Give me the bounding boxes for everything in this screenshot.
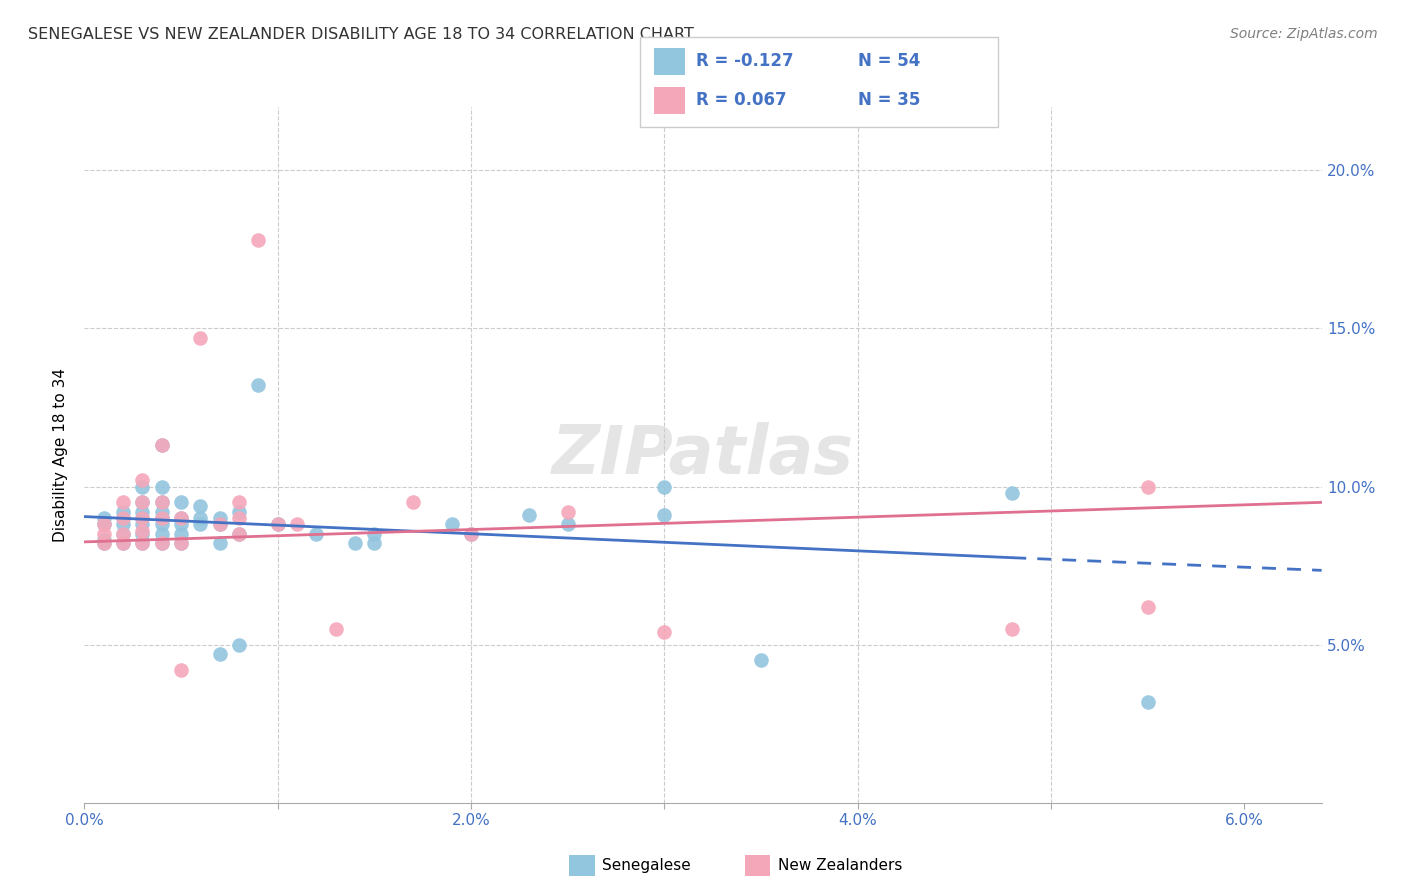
Point [654, 479, 676, 493]
Point [557, 517, 579, 532]
Point [170, 536, 193, 550]
Point [131, 495, 153, 509]
Point [363, 536, 385, 550]
Point [150, 505, 173, 519]
Point [285, 517, 308, 532]
Point [208, 511, 231, 525]
Point [112, 511, 135, 525]
Point [131, 495, 153, 509]
Point [557, 505, 579, 519]
Point [112, 517, 135, 532]
Point [170, 527, 193, 541]
Point [150, 511, 173, 525]
Point [440, 517, 463, 532]
Point [112, 536, 135, 550]
Text: N = 54: N = 54 [858, 52, 920, 70]
Point [131, 524, 153, 538]
Point [150, 536, 173, 550]
Point [93, 527, 115, 541]
Point [112, 495, 135, 509]
Point [517, 508, 540, 522]
Point [228, 527, 250, 541]
Point [150, 438, 173, 452]
Point [1001, 622, 1024, 636]
Point [1001, 486, 1024, 500]
Point [363, 527, 385, 541]
Point [1136, 599, 1159, 614]
Point [131, 527, 153, 541]
Point [150, 536, 173, 550]
Point [460, 527, 482, 541]
Point [112, 536, 135, 550]
Point [112, 527, 135, 541]
Point [654, 625, 676, 640]
Point [150, 495, 173, 509]
Point [208, 517, 231, 532]
Point [170, 511, 193, 525]
Point [267, 517, 290, 532]
Text: SENEGALESE VS NEW ZEALANDER DISABILITY AGE 18 TO 34 CORRELATION CHART: SENEGALESE VS NEW ZEALANDER DISABILITY A… [28, 27, 695, 42]
Point [749, 653, 772, 667]
Point [170, 536, 193, 550]
Text: New Zealanders: New Zealanders [778, 858, 901, 872]
Text: R = -0.127: R = -0.127 [696, 52, 793, 70]
Point [150, 517, 173, 532]
Point [93, 536, 115, 550]
Point [208, 517, 231, 532]
Point [228, 527, 250, 541]
Point [188, 517, 212, 532]
Point [188, 499, 212, 513]
Text: ZIPatlas: ZIPatlas [553, 422, 853, 488]
Point [170, 511, 193, 525]
Point [131, 536, 153, 550]
Point [131, 505, 153, 519]
Point [170, 517, 193, 532]
Point [228, 505, 250, 519]
Point [93, 536, 115, 550]
Point [170, 495, 193, 509]
Point [325, 622, 347, 636]
Point [131, 473, 153, 487]
Point [150, 511, 173, 525]
Point [247, 233, 270, 247]
Point [228, 495, 250, 509]
Text: R = 0.067: R = 0.067 [696, 91, 786, 109]
Point [267, 517, 290, 532]
Text: Source: ZipAtlas.com: Source: ZipAtlas.com [1230, 27, 1378, 41]
Point [93, 533, 115, 548]
Point [150, 527, 173, 541]
Point [654, 508, 676, 522]
Point [188, 331, 212, 345]
Point [460, 527, 482, 541]
Point [208, 536, 231, 550]
Point [247, 378, 270, 392]
Point [131, 511, 153, 525]
Text: Senegalese: Senegalese [602, 858, 690, 872]
Point [208, 647, 231, 661]
Point [112, 505, 135, 519]
Point [1136, 695, 1159, 709]
Point [150, 479, 173, 493]
Point [131, 479, 153, 493]
Point [228, 511, 250, 525]
Point [131, 536, 153, 550]
Point [150, 495, 173, 509]
Point [93, 517, 115, 532]
Y-axis label: Disability Age 18 to 34: Disability Age 18 to 34 [53, 368, 69, 542]
Point [228, 638, 250, 652]
Text: N = 35: N = 35 [858, 91, 920, 109]
Point [402, 495, 425, 509]
Point [1136, 479, 1159, 493]
Point [93, 511, 115, 525]
Point [344, 536, 367, 550]
Point [150, 438, 173, 452]
Point [305, 527, 328, 541]
Point [112, 527, 135, 541]
Point [93, 517, 115, 532]
Point [131, 517, 153, 532]
Point [112, 511, 135, 525]
Point [131, 511, 153, 525]
Point [170, 663, 193, 677]
Point [188, 511, 212, 525]
